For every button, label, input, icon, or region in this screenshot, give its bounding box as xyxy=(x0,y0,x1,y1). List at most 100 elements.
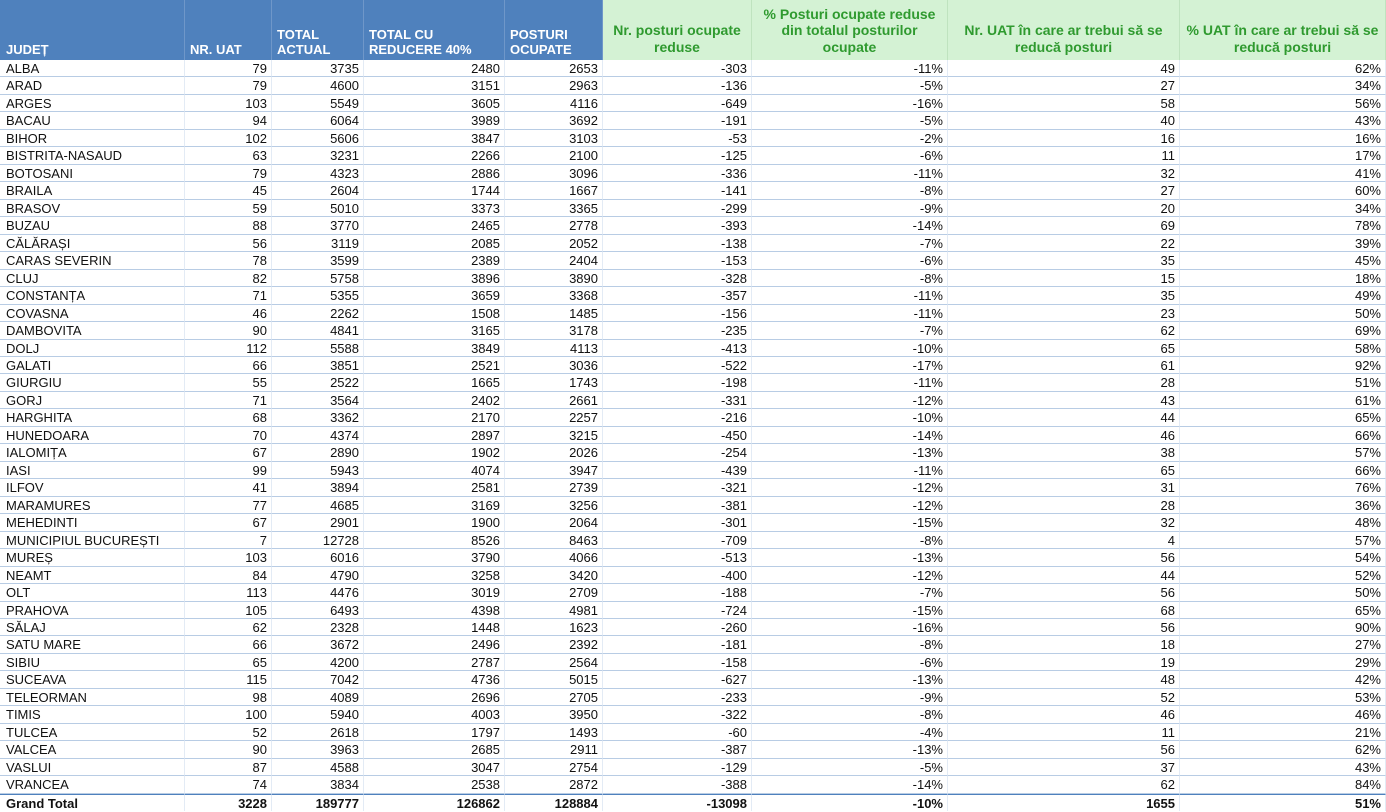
row-label: BACAU xyxy=(0,112,185,130)
table-cell: -8% xyxy=(752,269,948,288)
total-cell: 51% xyxy=(1180,793,1386,812)
table-cell: 40 xyxy=(948,112,1180,130)
table-cell: 4200 xyxy=(272,653,364,672)
column-header: Nr. UAT în care ar trebui să se reducă p… xyxy=(948,0,1180,60)
row-label: VRANCEA xyxy=(0,776,185,794)
table-cell: 48% xyxy=(1180,514,1386,532)
table-cell: -141 xyxy=(603,182,752,200)
table-cell: 3368 xyxy=(505,287,603,305)
row-label: NEAMT xyxy=(0,566,185,585)
table-cell: 3178 xyxy=(505,322,603,340)
table-cell: -191 xyxy=(603,112,752,130)
table-cell: -8% xyxy=(752,706,948,724)
row-label: TULCEA xyxy=(0,723,185,742)
table-cell: -6% xyxy=(752,147,948,165)
row-label: MEHEDINTI xyxy=(0,514,185,532)
table-cell: 3963 xyxy=(272,741,364,759)
table-cell: -11% xyxy=(752,287,948,305)
row-label: HUNEDOARA xyxy=(0,426,185,445)
table-cell: -188 xyxy=(603,584,752,602)
row-label: IALOMIȚA xyxy=(0,444,185,462)
table-cell: 34% xyxy=(1180,77,1386,95)
table-cell: 28 xyxy=(948,374,1180,392)
table-cell: -138 xyxy=(603,234,752,253)
table-cell: 3231 xyxy=(272,147,364,165)
table-cell: 68 xyxy=(948,601,1180,619)
table-cell: 43% xyxy=(1180,758,1386,777)
table-cell: 84% xyxy=(1180,776,1386,794)
table-cell: 56 xyxy=(948,549,1180,567)
table-cell: -5% xyxy=(752,758,948,777)
table-cell: 11 xyxy=(948,723,1180,742)
table-cell: 3420 xyxy=(505,566,603,585)
table-cell: 44 xyxy=(948,409,1180,427)
table-cell: 1493 xyxy=(505,723,603,742)
table-cell: 3834 xyxy=(272,776,364,794)
row-label: GALATI xyxy=(0,356,185,375)
row-label: SUCEAVA xyxy=(0,671,185,689)
table-cell: 68 xyxy=(185,409,272,427)
table-cell: 22 xyxy=(948,234,1180,253)
row-label: SATU MARE xyxy=(0,636,185,654)
table-cell: 2480 xyxy=(364,60,505,78)
table-cell: 2064 xyxy=(505,514,603,532)
table-cell: 74 xyxy=(185,776,272,794)
row-label: BISTRITA-NASAUD xyxy=(0,147,185,165)
table-cell: 2404 xyxy=(505,252,603,270)
table-cell: 3047 xyxy=(364,758,505,777)
table-cell: 84 xyxy=(185,566,272,585)
table-cell: 2170 xyxy=(364,409,505,427)
table-cell: 71 xyxy=(185,391,272,410)
table-cell: -11% xyxy=(752,374,948,392)
table-cell: 2618 xyxy=(272,723,364,742)
table-cell: 1508 xyxy=(364,304,505,323)
table-cell: 28 xyxy=(948,496,1180,515)
table-cell: -11% xyxy=(752,461,948,480)
table-cell: 4685 xyxy=(272,496,364,515)
table-cell: -387 xyxy=(603,741,752,759)
table-cell: 8526 xyxy=(364,531,505,550)
table-cell: -12% xyxy=(752,391,948,410)
table-cell: 27 xyxy=(948,182,1180,200)
table-cell: 58% xyxy=(1180,339,1386,357)
table-cell: 60% xyxy=(1180,182,1386,200)
row-label: TIMIS xyxy=(0,706,185,724)
table-cell: 4089 xyxy=(272,688,364,707)
row-label: IASI xyxy=(0,461,185,480)
table-cell: 3847 xyxy=(364,129,505,148)
table-cell: 4003 xyxy=(364,706,505,724)
row-label: VASLUI xyxy=(0,758,185,777)
table-cell: 103 xyxy=(185,549,272,567)
table-cell: -388 xyxy=(603,776,752,794)
table-cell: 2778 xyxy=(505,217,603,235)
table-cell: 2890 xyxy=(272,444,364,462)
table-cell: -522 xyxy=(603,356,752,375)
table-cell: 29% xyxy=(1180,653,1386,672)
table-cell: 79 xyxy=(185,164,272,183)
table-cell: 3096 xyxy=(505,164,603,183)
table-cell: 59 xyxy=(185,199,272,218)
table-cell: 57% xyxy=(1180,444,1386,462)
table-cell: 90 xyxy=(185,741,272,759)
table-cell: 1902 xyxy=(364,444,505,462)
table-cell: 1667 xyxy=(505,182,603,200)
table-cell: 2522 xyxy=(272,374,364,392)
table-cell: 4374 xyxy=(272,426,364,445)
column-header: TOTAL CU REDUCERE 40% xyxy=(364,0,505,60)
table-cell: -6% xyxy=(752,653,948,672)
table-cell: 3790 xyxy=(364,549,505,567)
row-label: OLT xyxy=(0,584,185,602)
table-cell: -328 xyxy=(603,269,752,288)
table-cell: -331 xyxy=(603,391,752,410)
table-cell: 1797 xyxy=(364,723,505,742)
table-cell: 66 xyxy=(185,356,272,375)
table-cell: -260 xyxy=(603,619,752,637)
table-cell: -381 xyxy=(603,496,752,515)
total-cell: 126862 xyxy=(364,793,505,812)
table-cell: -13% xyxy=(752,741,948,759)
table-cell: 2739 xyxy=(505,479,603,497)
total-cell: 128884 xyxy=(505,793,603,812)
table-cell: 46 xyxy=(948,706,1180,724)
table-cell: 2787 xyxy=(364,653,505,672)
table-cell: 62% xyxy=(1180,741,1386,759)
